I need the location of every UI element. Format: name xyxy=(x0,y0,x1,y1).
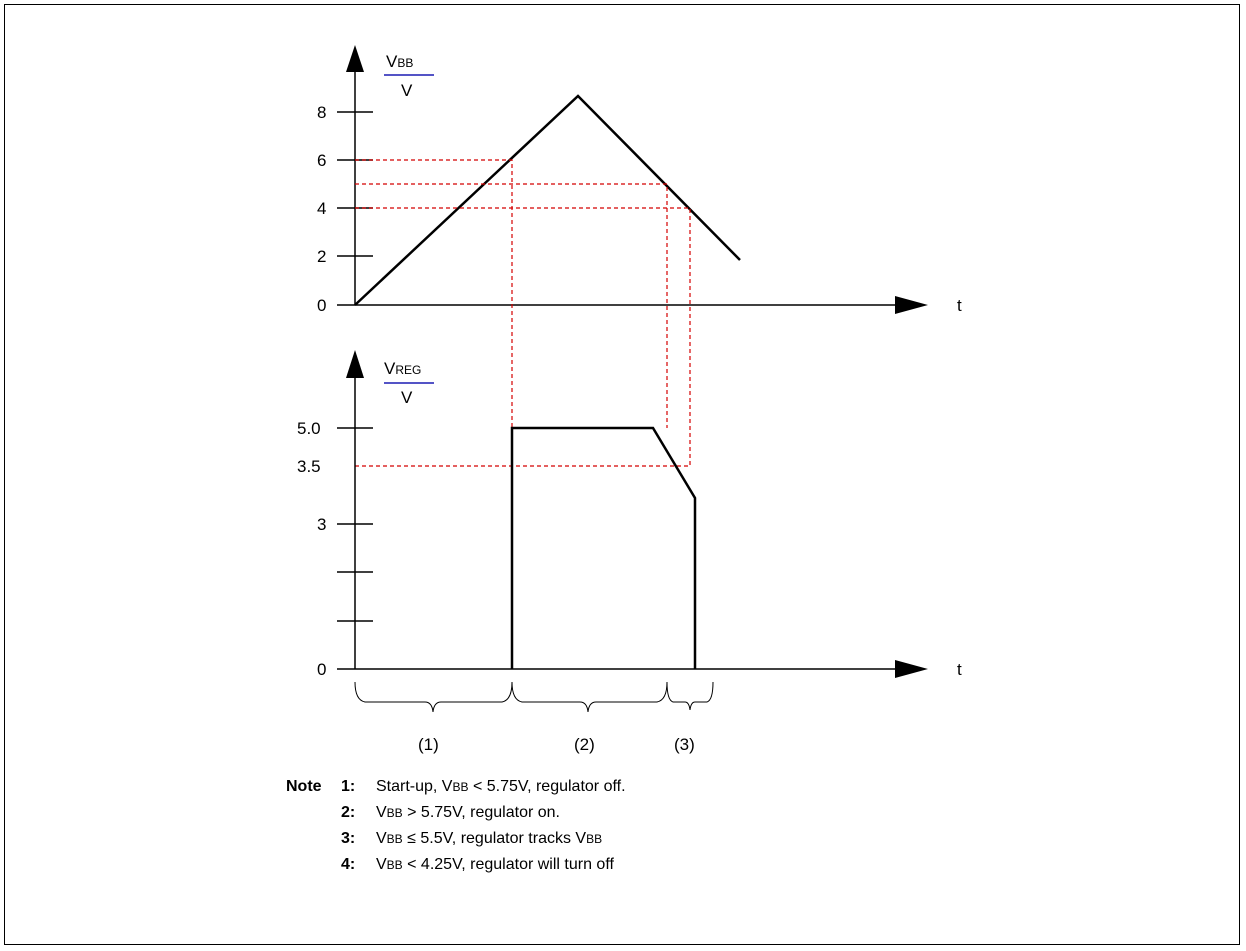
note-item: 3: VBB ≤ 5.5V, regulator tracks VBB xyxy=(286,830,626,856)
top-tick-4: 4 xyxy=(317,199,326,218)
brace-region-2 xyxy=(511,681,668,713)
notes-block: Note 1: Start-up, VBB < 5.75V, regulator… xyxy=(286,778,626,882)
guide-6v xyxy=(355,159,513,428)
bottom-y-arrow-icon xyxy=(346,350,364,378)
note-text: VBB > 5.75V, regulator on. xyxy=(376,804,560,821)
notes-heading: Note xyxy=(286,778,322,795)
region-label-2: (2) xyxy=(574,735,595,754)
top-y-label: VBB xyxy=(386,52,413,71)
top-chart: t VBB V 0 2 4 6 8 xyxy=(317,45,962,315)
bottom-tick-3: 3 xyxy=(317,515,326,534)
brace-region-3 xyxy=(666,681,714,711)
top-tick-6: 6 xyxy=(317,151,326,170)
top-tick-2: 2 xyxy=(317,247,326,266)
note-text: VBB < 4.25V, regulator will turn off xyxy=(376,856,614,873)
note-number: 2: xyxy=(341,804,356,821)
bottom-chart: t VREG V 0 3 3.5 5.0 xyxy=(297,350,962,679)
region-braces xyxy=(354,681,714,713)
vreg-waveform xyxy=(510,426,697,669)
bottom-x-label: t xyxy=(957,660,962,679)
top-x-label: t xyxy=(957,296,962,315)
bottom-tick-0: 0 xyxy=(317,660,326,679)
brace-region-1 xyxy=(354,681,513,713)
top-tick-0: 0 xyxy=(317,296,326,315)
bottom-ticks xyxy=(337,427,373,670)
guide-5v xyxy=(355,183,668,428)
top-y-unit: V xyxy=(401,81,413,100)
note-text: VBB ≤ 5.5V, regulator tracks VBB xyxy=(376,830,603,847)
note-item: 4: VBB < 4.25V, regulator will turn off xyxy=(286,856,626,882)
bottom-tick-5-0: 5.0 xyxy=(297,419,321,438)
bottom-tick-3-5: 3.5 xyxy=(297,457,321,476)
vbb-waveform xyxy=(354,94,741,306)
region-label-3: (3) xyxy=(674,735,695,754)
bottom-x-arrow-icon xyxy=(895,660,928,678)
top-tick-8: 8 xyxy=(317,103,326,122)
top-x-arrow-icon xyxy=(895,296,928,314)
bottom-y-unit: V xyxy=(401,388,413,407)
note-text: Start-up, VBB < 5.75V, regulator off. xyxy=(376,778,626,795)
figure-frame xyxy=(4,4,1240,945)
bottom-y-label: VREG xyxy=(384,359,421,378)
top-y-arrow-icon xyxy=(346,45,364,72)
threshold-guides xyxy=(355,159,691,467)
note-number: 3: xyxy=(341,830,356,847)
note-number: 1: xyxy=(341,778,356,795)
note-number: 4: xyxy=(341,856,356,873)
region-label-1: (1) xyxy=(418,735,439,754)
guide-4v xyxy=(355,207,691,467)
note-item: Note 1: Start-up, VBB < 5.75V, regulator… xyxy=(286,778,626,804)
note-item: 2: VBB > 5.75V, regulator on. xyxy=(286,804,626,830)
